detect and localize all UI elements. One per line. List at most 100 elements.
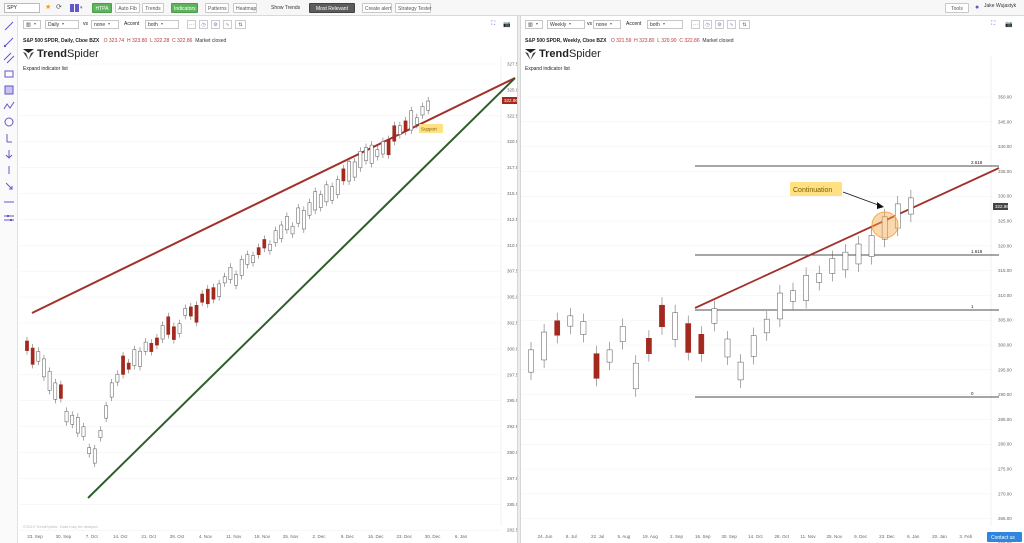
vertical-line-tool-icon[interactable] [3,180,15,192]
candle-body [685,323,692,353]
right-snapshot-icon[interactable]: 📷 [1005,22,1013,28]
refresh-icon[interactable]: ⟳ [56,4,62,11]
drawing-tools-sidebar [0,16,18,543]
left-settings-icon[interactable]: ⚙ [211,20,220,29]
y-tick-label: 315.00 [998,268,1012,273]
candle-body [155,337,159,346]
right-interval-select[interactable]: Weekly [547,20,585,29]
right-clock-icon[interactable]: ◷ [703,20,712,29]
fib-tool-icon[interactable] [3,84,15,96]
x-tick-label: 23. Dec [396,534,412,539]
y-tick-label: 302.50 [507,321,517,326]
channel-tool-icon[interactable] [3,52,15,64]
left-expand-indicator-list[interactable]: Expand indicator list [23,66,68,72]
left-clock-icon[interactable]: ◷ [199,20,208,29]
x-tick-label: 14. Oct [113,534,128,539]
candle-body [166,316,171,335]
favorite-star-icon[interactable]: ★ [45,4,52,11]
layout-caret-icon[interactable]: ▾ [80,5,83,11]
line-tool-icon[interactable] [3,20,15,32]
candle-body [868,235,875,257]
right-interval-value: Weekly [550,22,567,28]
candle-body [341,168,346,182]
user-avatar-icon[interactable]: ● [975,4,980,11]
left-log-scale-button[interactable]: ⇅ [235,20,246,29]
daily-chart-canvas[interactable]: 327.50 325.00 322.50 320.00 317.50 315.00 312.… [19,16,517,543]
right-maximize-icon[interactable]: ⛶ [991,21,996,27]
candle-body [420,106,425,116]
candle-body [386,139,391,156]
left-interval-select[interactable]: Daily [45,20,79,29]
create-alert-button[interactable]: Create alert [362,3,392,13]
y-tick-label: 335.00 [998,169,1012,174]
left-accent-value: both [148,22,158,28]
candle-body [211,287,216,300]
cursor-tool-icon[interactable] [3,164,15,176]
right-compare-value: none [596,22,608,28]
right-chart-type-select[interactable]: ▥ [525,20,543,29]
candle-body [285,216,289,231]
parallel-lines-tool-icon[interactable] [3,212,15,224]
arrow-down-tool-icon[interactable] [3,148,15,160]
y-tick-label: 280.00 [998,442,1012,447]
y-tick-label: 285.00 [998,417,1012,422]
right-logo: Trend Spider [525,48,601,60]
candle-body [149,343,154,352]
right-compare-select[interactable]: none [593,20,621,29]
symbol-search-input[interactable]: SPY [4,3,40,13]
layout-grid-icon[interactable] [70,3,79,13]
right-accent-select[interactable]: both [647,20,683,29]
left-accent-select[interactable]: both [145,20,179,29]
horizontal-line-tool-icon[interactable] [3,196,15,208]
patterns-button[interactable]: Patterns [205,3,229,13]
trend-mode-dropdown[interactable]: Most Relevant [309,3,355,13]
right-symbol-title: S&P 500 SPDR, Weekly, Cboe BZX [525,38,607,44]
left-market-status: Market closed [195,38,227,44]
candle-body [189,306,193,317]
right-settings-icon[interactable]: ⚙ [715,20,724,29]
y-tick-label: 327.50 [507,62,517,67]
left-accent-label: Accent [124,21,140,27]
right-market-status: Market closed [702,38,734,44]
candle-body [36,351,41,362]
strategy-tester-button[interactable]: Strategy Tester [395,3,432,13]
pattern-tool-icon[interactable] [3,100,15,112]
y-tick-label: 345.00 [998,119,1012,124]
left-options-button[interactable]: ··· [187,20,196,29]
weekly-chart-canvas[interactable]: 350.00 345.00 340.00 335.00 330.00 325.00 320.… [521,16,1024,543]
tools-button[interactable]: Tools [945,3,969,13]
htpa-button[interactable]: HTPA [92,3,112,13]
heatmap-button[interactable]: Heatmap [233,3,257,13]
x-tick-label: 11. Nov [800,534,816,539]
panel-splitter[interactable] [517,16,521,543]
y-tick-label: 350.00 [998,95,1012,100]
auto-fib-button[interactable]: Auto Fib [115,3,140,13]
contact-us-bg [987,532,1022,542]
left-maximize-icon[interactable]: ⛶ [491,21,496,27]
right-indicator-icon[interactable]: ∿ [727,20,736,29]
x-tick-label: 25. Nov [827,534,843,539]
user-name[interactable]: Jake Wujastyk [984,3,1017,9]
annotation-arrow-head [877,202,884,209]
trends-button[interactable]: Trends [142,3,164,13]
trendspider-logo-icon [23,48,34,60]
candle-body [829,258,836,274]
y-tick-label: 275.00 [998,467,1012,472]
left-indicator-icon[interactable]: ∿ [223,20,232,29]
x-tick-label: 11. Nov [226,534,242,539]
rectangle-tool-icon[interactable] [3,68,15,80]
ray-tool-icon[interactable] [3,36,15,48]
cycle-tool-icon[interactable] [3,116,15,128]
y-tick-label: 270.00 [998,491,1012,496]
right-expand-indicator-list[interactable]: Expand indicator list [525,66,570,72]
left-chart-type-select[interactable]: ▥ [23,20,41,29]
measure-tool-icon[interactable] [3,132,15,144]
indicators-button[interactable]: Indicators [171,3,198,13]
right-logo-trend: Trend [539,48,569,60]
y-tick-label: 320.00 [507,139,517,144]
left-compare-select[interactable]: none [91,20,119,29]
candle-body [347,161,351,182]
right-options-button[interactable]: ··· [691,20,700,29]
left-snapshot-icon[interactable]: 📷 [503,22,511,28]
right-log-scale-button[interactable]: ⇅ [739,20,750,29]
